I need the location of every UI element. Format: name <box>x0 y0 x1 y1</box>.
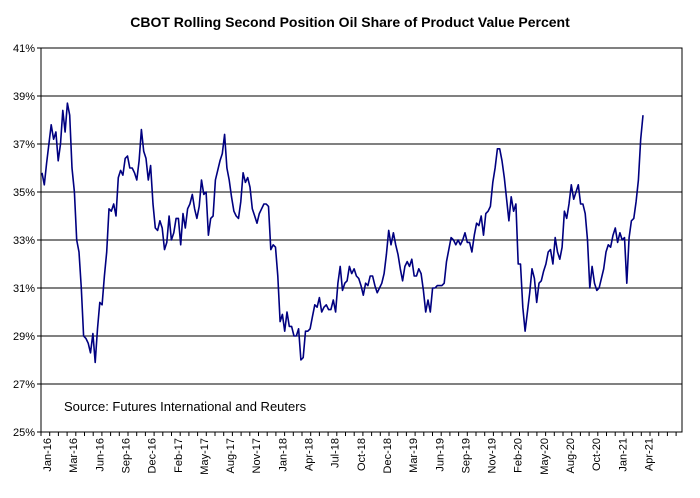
x-tick-label: Mar-19 <box>408 438 420 473</box>
x-axis: Jan-16 Mar-16 Jun-16 Sep-16 Dec-16 Feb-17 May-… <box>40 432 677 475</box>
x-tick-label: May-17 <box>199 438 211 475</box>
y-tick-label: 27% <box>13 379 35 391</box>
x-tick-label: Feb-17 <box>173 438 185 473</box>
x-tick-label: Oct-20 <box>591 438 603 471</box>
x-tick-label: Mar-16 <box>68 438 80 473</box>
y-tick-label: 39% <box>13 91 35 103</box>
series-line <box>41 102 644 364</box>
source-annotation: Source: Futures International and Reuter… <box>64 399 307 414</box>
x-tick-label: Oct-18 <box>356 438 368 471</box>
x-tick-label: May-20 <box>539 438 551 475</box>
x-tick-label: Jan-21 <box>617 438 629 472</box>
x-tick-label: Aug-17 <box>225 438 237 473</box>
x-tick-label: Jan-16 <box>42 438 54 472</box>
x-tick-label: Apr-21 <box>643 438 655 471</box>
x-tick-label: Nov-19 <box>487 438 499 473</box>
x-tick-label: Dec-18 <box>382 438 394 473</box>
x-tick-label: Aug-20 <box>565 438 577 473</box>
x-tick-label: Jun-16 <box>94 438 106 472</box>
y-tick-label: 35% <box>13 187 35 199</box>
x-tick-label: Jun-19 <box>434 438 446 472</box>
x-tick-label: Jan-18 <box>277 438 289 472</box>
y-tick-label: 33% <box>13 235 35 247</box>
y-tick-label: 25% <box>13 427 35 439</box>
x-tick-label: Sep-16 <box>120 438 132 473</box>
y-tick-label: 37% <box>13 139 35 151</box>
x-tick-label: Feb-20 <box>513 438 525 473</box>
chart-title: CBOT Rolling Second Position Oil Share o… <box>130 14 570 30</box>
x-tick-label: Nov-17 <box>251 438 263 473</box>
y-tick-label: 31% <box>13 283 35 295</box>
x-tick-label: Apr-18 <box>304 438 316 471</box>
x-tick-label: Sep-19 <box>460 438 472 473</box>
y-tick-label: 41% <box>13 43 35 55</box>
y-tick-label: 29% <box>13 331 35 343</box>
y-axis: 25% 27% 29% 31% 33% 35% 37% 39% 41% <box>13 43 41 439</box>
x-tick-label: Dec-16 <box>147 438 159 473</box>
x-tick-label: Jul-18 <box>330 438 342 468</box>
